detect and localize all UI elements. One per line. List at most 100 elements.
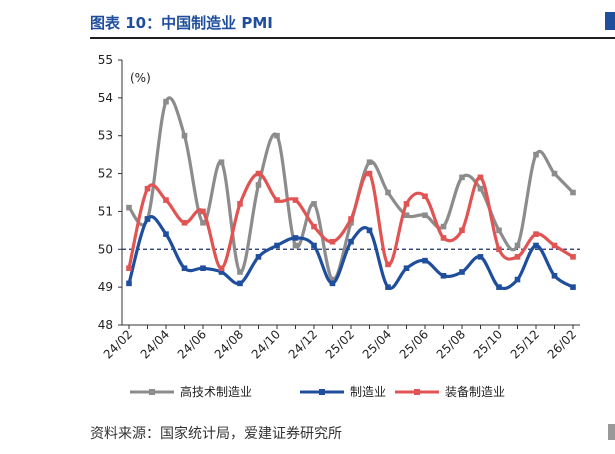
data-point-manufacturing	[403, 265, 410, 272]
data-point-equipment-manufacturing	[292, 197, 299, 203]
data-point-equipment-manufacturing	[440, 235, 447, 241]
data-point-high-tech-manufacturing	[218, 159, 225, 166]
x-tick-label: 25/04	[360, 327, 394, 361]
x-tick-label: 25/08	[434, 327, 468, 361]
data-point-manufacturing	[514, 276, 521, 283]
data-point-equipment-manufacturing	[200, 208, 206, 215]
data-point-high-tech-manufacturing	[366, 159, 373, 166]
data-point-equipment-manufacturing	[144, 185, 151, 192]
data-point-manufacturing	[570, 284, 576, 290]
data-point-equipment-manufacturing	[348, 216, 354, 222]
data-point-manufacturing	[440, 272, 447, 279]
data-point-equipment-manufacturing	[514, 254, 521, 260]
data-point-manufacturing	[533, 242, 539, 249]
data-point-high-tech-manufacturing	[496, 227, 502, 234]
chart-series	[126, 96, 576, 291]
data-source-note: 资料来源：国家统计局，爱建证券研究所	[90, 426, 342, 442]
data-point-equipment-manufacturing	[385, 261, 391, 268]
legend-label-equipment-manufacturing: 装备制造业	[445, 385, 505, 399]
data-point-high-tech-manufacturing	[200, 219, 206, 226]
data-point-equipment-manufacturing	[274, 197, 280, 203]
data-point-high-tech-manufacturing	[459, 174, 465, 181]
legend-marker-manufacturing	[319, 389, 325, 395]
data-point-manufacturing	[348, 238, 354, 245]
data-point-equipment-manufacturing	[126, 265, 132, 272]
data-point-equipment-manufacturing	[181, 219, 188, 226]
x-tick-label: 25/10	[471, 327, 505, 361]
data-point-equipment-manufacturing	[496, 246, 502, 253]
data-point-equipment-manufacturing	[329, 238, 336, 245]
title-divider	[90, 37, 615, 39]
data-point-high-tech-manufacturing	[514, 242, 521, 249]
data-point-manufacturing	[181, 265, 188, 272]
x-tick-label: 26/02	[545, 327, 579, 361]
data-point-equipment-manufacturing	[218, 265, 225, 272]
data-point-manufacturing	[237, 280, 243, 287]
data-point-high-tech-manufacturing	[274, 132, 280, 139]
figure-title: 图表 10：中国制造业 PMI	[90, 14, 273, 32]
data-point-manufacturing	[292, 235, 299, 241]
data-point-manufacturing	[329, 280, 336, 287]
x-tick-label: 24/10	[249, 327, 283, 361]
legend-label-manufacturing: 制造业	[350, 385, 386, 399]
data-point-high-tech-manufacturing	[255, 182, 262, 188]
y-tick-label: 53	[98, 129, 113, 143]
data-point-manufacturing	[366, 227, 373, 234]
y-tick-label: 54	[98, 91, 113, 105]
y-tick-label: 48	[98, 318, 113, 332]
unit-label: (%)	[130, 71, 151, 85]
x-tick-label: 25/02	[323, 327, 357, 361]
data-point-equipment-manufacturing	[570, 254, 576, 260]
x-tick-label: 24/12	[286, 327, 320, 361]
data-point-equipment-manufacturing	[366, 170, 373, 177]
data-point-manufacturing	[459, 269, 465, 275]
cropped-neighbor-title	[605, 12, 615, 30]
data-point-high-tech-manufacturing	[126, 204, 132, 211]
data-point-manufacturing	[255, 254, 262, 260]
data-point-manufacturing	[144, 216, 151, 222]
series-line-high-tech-manufacturing	[127, 96, 575, 282]
data-point-manufacturing	[422, 257, 428, 264]
data-point-equipment-manufacturing	[163, 197, 169, 203]
data-point-equipment-manufacturing	[551, 242, 558, 249]
data-point-high-tech-manufacturing	[237, 269, 243, 275]
y-tick-label: 52	[98, 167, 113, 181]
x-tick-label: 24/02	[101, 327, 135, 361]
data-point-manufacturing	[311, 242, 317, 249]
data-point-equipment-manufacturing	[422, 193, 428, 200]
data-point-equipment-manufacturing	[237, 201, 243, 207]
y-tick-label: 49	[98, 280, 113, 294]
data-point-equipment-manufacturing	[477, 174, 484, 181]
data-point-equipment-manufacturing	[311, 223, 317, 230]
x-tick-label: 25/12	[508, 327, 542, 361]
data-point-high-tech-manufacturing	[385, 189, 391, 196]
data-point-equipment-manufacturing	[255, 170, 262, 177]
data-point-equipment-manufacturing	[459, 227, 465, 234]
data-point-manufacturing	[126, 280, 132, 287]
legend-marker-equipment-manufacturing	[414, 389, 420, 395]
data-point-high-tech-manufacturing	[348, 219, 354, 226]
x-tick-label: 24/08	[212, 327, 246, 361]
data-point-high-tech-manufacturing	[403, 212, 410, 219]
data-point-equipment-manufacturing	[533, 231, 539, 237]
legend-marker-high-tech-manufacturing	[149, 389, 155, 395]
data-point-manufacturing	[218, 269, 225, 275]
y-tick-label: 51	[98, 204, 113, 218]
data-point-high-tech-manufacturing	[477, 185, 484, 192]
x-tick-label: 24/04	[138, 327, 172, 361]
chart-legend: 高技术制造业 制造业 装备制造业	[130, 384, 505, 399]
data-point-manufacturing	[200, 265, 206, 272]
data-point-high-tech-manufacturing	[440, 223, 447, 230]
data-point-manufacturing	[163, 231, 169, 237]
data-point-high-tech-manufacturing	[551, 170, 558, 177]
y-tick-label: 55	[98, 53, 113, 67]
data-point-high-tech-manufacturing	[163, 98, 169, 105]
x-tick-label: 25/06	[397, 327, 431, 361]
data-point-high-tech-manufacturing	[292, 242, 299, 249]
data-point-high-tech-manufacturing	[570, 189, 576, 196]
data-point-manufacturing	[551, 272, 558, 279]
data-point-high-tech-manufacturing	[329, 276, 336, 283]
legend-label-high-tech-manufacturing: 高技术制造业	[180, 384, 252, 399]
data-point-manufacturing	[385, 284, 391, 290]
